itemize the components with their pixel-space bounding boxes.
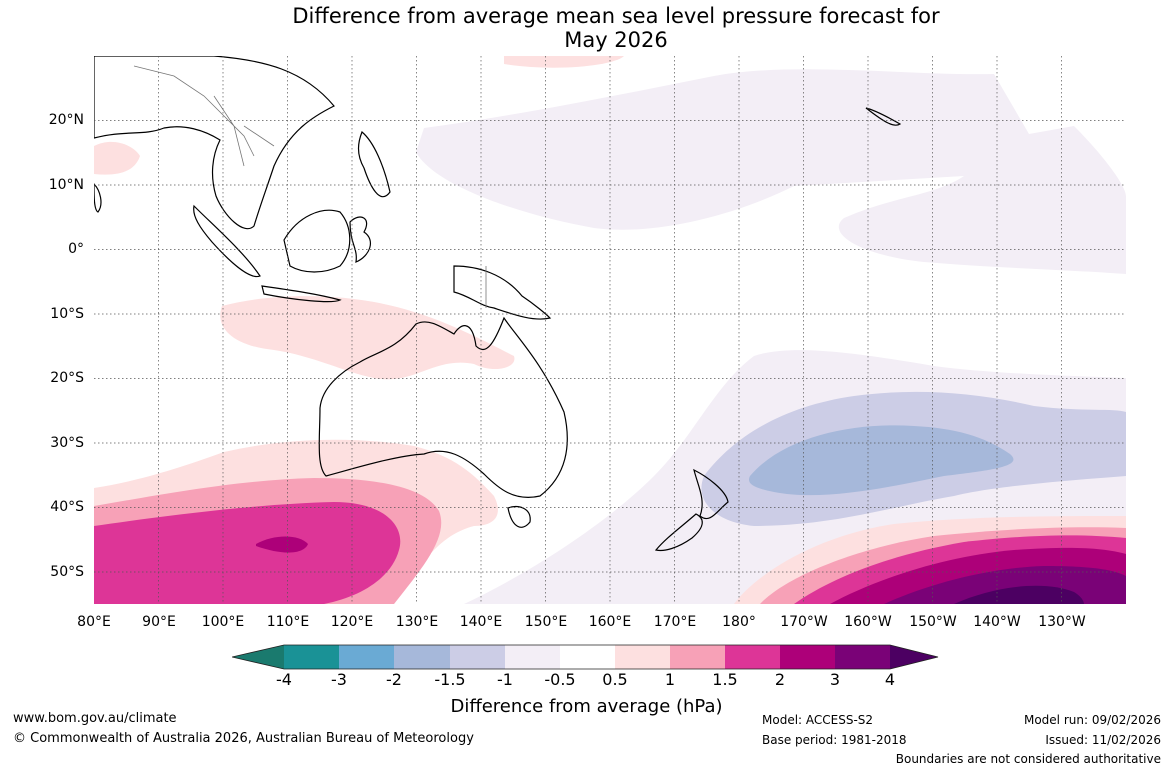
lon-label: 90°E <box>142 614 176 630</box>
colorbar-segment <box>670 645 725 669</box>
colorbar <box>231 644 942 674</box>
colorbar-segment <box>560 645 615 669</box>
anomaly-north-pacific-pos05 <box>504 56 624 68</box>
colorbar-svg <box>231 644 939 670</box>
lat-label: 10°N <box>48 177 84 193</box>
anomaly-south-indian-pos15 <box>94 502 401 604</box>
philippines-coast <box>357 131 391 198</box>
colorbar-tick: -4 <box>276 670 292 689</box>
lat-label: 20°N <box>48 112 84 128</box>
borneo-coast <box>283 209 351 273</box>
map-svg <box>94 56 1126 604</box>
copyright-notice: © Commonwealth of Australia 2026, Austra… <box>13 731 474 746</box>
new-zealand-north-island-coast <box>693 468 729 520</box>
lon-label: 100°E <box>201 614 245 630</box>
colorbar-segment <box>505 645 560 669</box>
tasmania-coast <box>507 505 531 528</box>
colorbar-tick: 1.5 <box>712 670 738 689</box>
anomaly-north-pacific-neg05 <box>416 69 1126 274</box>
anomaly-bay-of-bengal-pos05 <box>94 141 140 175</box>
colorbar-tick: -3 <box>331 670 347 689</box>
lat-label: 40°S <box>50 499 84 515</box>
colorbar-tick: 1 <box>664 670 676 689</box>
colorbar-segment <box>284 645 339 669</box>
new-zealand-south-island-coast <box>654 513 703 552</box>
lon-label: 180° <box>722 614 756 630</box>
lon-label: 150°E <box>524 614 568 630</box>
lon-label: 150°W <box>909 614 957 630</box>
model-name: Model: ACCESS-S2 <box>762 713 874 727</box>
lon-label: 160°W <box>844 614 892 630</box>
colorbar-segment <box>725 645 780 669</box>
lon-label: 120°E <box>330 614 374 630</box>
website-link[interactable]: www.bom.gov.au/climate <box>13 711 177 726</box>
hawaii-coast <box>865 107 902 126</box>
anomaly-java-sea-pos05 <box>220 296 515 380</box>
sumatra-coast <box>193 204 261 278</box>
java-coast <box>261 285 342 303</box>
anomaly-south-indian-pos2 <box>256 536 308 553</box>
colorbar-label: Difference from average (hPa) <box>450 696 723 717</box>
forecast-map <box>94 56 1126 604</box>
lat-label: 10°S <box>50 306 84 322</box>
colorbar-segment <box>339 645 394 669</box>
lat-label: 20°S <box>50 370 84 386</box>
boundaries-disclaimer: Boundaries are not considered authoritat… <box>895 752 1161 766</box>
country-borders <box>133 65 487 308</box>
colorbar-tick: -2 <box>386 670 402 689</box>
anomaly-fields <box>94 56 1126 604</box>
colorbar-tick: -1.5 <box>434 670 466 689</box>
lon-label: 140°W <box>973 614 1021 630</box>
mainland-asia-coast <box>94 56 335 230</box>
lon-label: 160°E <box>588 614 632 630</box>
colorbar-segment <box>780 645 835 669</box>
colorbar-segment <box>394 645 450 669</box>
base-period: Base period: 1981-2018 <box>762 733 907 747</box>
colorbar-tick: 3 <box>829 670 841 689</box>
lat-label: 50°S <box>50 564 84 580</box>
colorbar-outline <box>231 644 939 670</box>
chart-title: Difference from average mean sea level p… <box>0 4 1173 52</box>
new-guinea-coast <box>453 265 552 320</box>
lon-label: 110°E <box>266 614 310 630</box>
issued-date: Issued: 11/02/2026 <box>1045 733 1161 747</box>
sulawesi-coast <box>349 216 372 263</box>
lon-label: 170°W <box>780 614 828 630</box>
lat-label: 0° <box>68 241 84 257</box>
graticule <box>94 56 1126 604</box>
colorbar-tick: 0.5 <box>602 670 628 689</box>
model-run-date: Model run: 09/02/2026 <box>1023 713 1161 727</box>
colorbar-segment <box>450 645 505 669</box>
coastlines <box>94 56 902 552</box>
lon-label: 130°W <box>1038 614 1086 630</box>
colorbar-segment <box>615 645 670 669</box>
colorbar-tick: 2 <box>774 670 786 689</box>
title-line-1: Difference from average mean sea level p… <box>292 4 940 28</box>
title-line-2: May 2026 <box>564 28 668 52</box>
australia-coast <box>318 316 568 498</box>
colorbar-segment <box>232 645 284 669</box>
anomaly-southeast-pacific-pos4 <box>954 585 1084 604</box>
colorbar-segment <box>890 645 938 669</box>
lon-label: 170°E <box>653 614 697 630</box>
borders-southeast-asia <box>133 65 275 167</box>
lon-label: 140°E <box>459 614 503 630</box>
colorbar-tick: -1 <box>497 670 513 689</box>
lon-label: 130°E <box>395 614 439 630</box>
colorbar-segment <box>835 645 890 669</box>
sri-lanka-coast <box>94 183 102 213</box>
colorbar-tick: 4 <box>884 670 896 689</box>
lon-label: 80°E <box>77 614 111 630</box>
colorbar-tick: -0.5 <box>544 670 576 689</box>
lat-label: 30°S <box>50 435 84 451</box>
